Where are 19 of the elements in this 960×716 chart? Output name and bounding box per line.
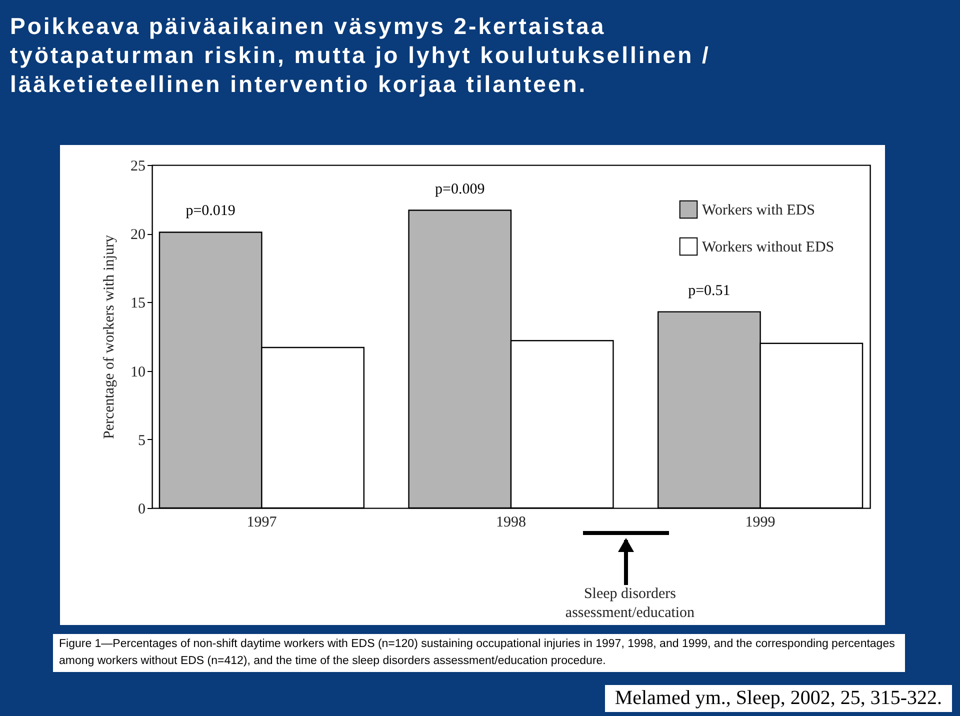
annotation: p=0.019 (186, 203, 236, 220)
y-tick-label: 25 (130, 158, 146, 174)
x-tick-label: 1997 (246, 514, 278, 530)
annotation: p=0.009 (435, 181, 485, 198)
y-tick-label: 20 (130, 227, 146, 244)
text: Sleep disorders assessment/education (564, 585, 696, 623)
legend-label: Workers without EDS (702, 240, 834, 256)
legend-label: Workers with EDS (702, 202, 815, 218)
y-tick-label: 15 (130, 296, 146, 312)
text: Melamed ym., Sleep, 2002, 25, 315-322. (604, 685, 952, 712)
chart-title: Poikkeava päiväaikainen väsymys 2-kertaistaa työtapaturman riskin, mutta jo lyhyt koulutuksellinen / lääketieteellinen interventio korjaa tilanteen. (10, 12, 712, 99)
annotation: p=0.51 (688, 282, 730, 299)
y-axis-title: Percentage of workers with injury (102, 234, 118, 440)
y-tick-label: 0 (138, 502, 146, 518)
y-tick-label: 5 (138, 432, 146, 449)
caption: Figure 1—Percentages of non-shift daytime workers with EDS (n=120) sustaining occupational injuries in 1997, 1998, and 1999, and the corresponding percentages among workers without EDS (n=412), and the time of the sleep disorders assessment/education procedure. (53, 634, 905, 672)
x-tick-label: 1998 (496, 514, 526, 530)
y-tick-label: 10 (130, 364, 146, 380)
x-tick-label: 1999 (745, 514, 776, 530)
